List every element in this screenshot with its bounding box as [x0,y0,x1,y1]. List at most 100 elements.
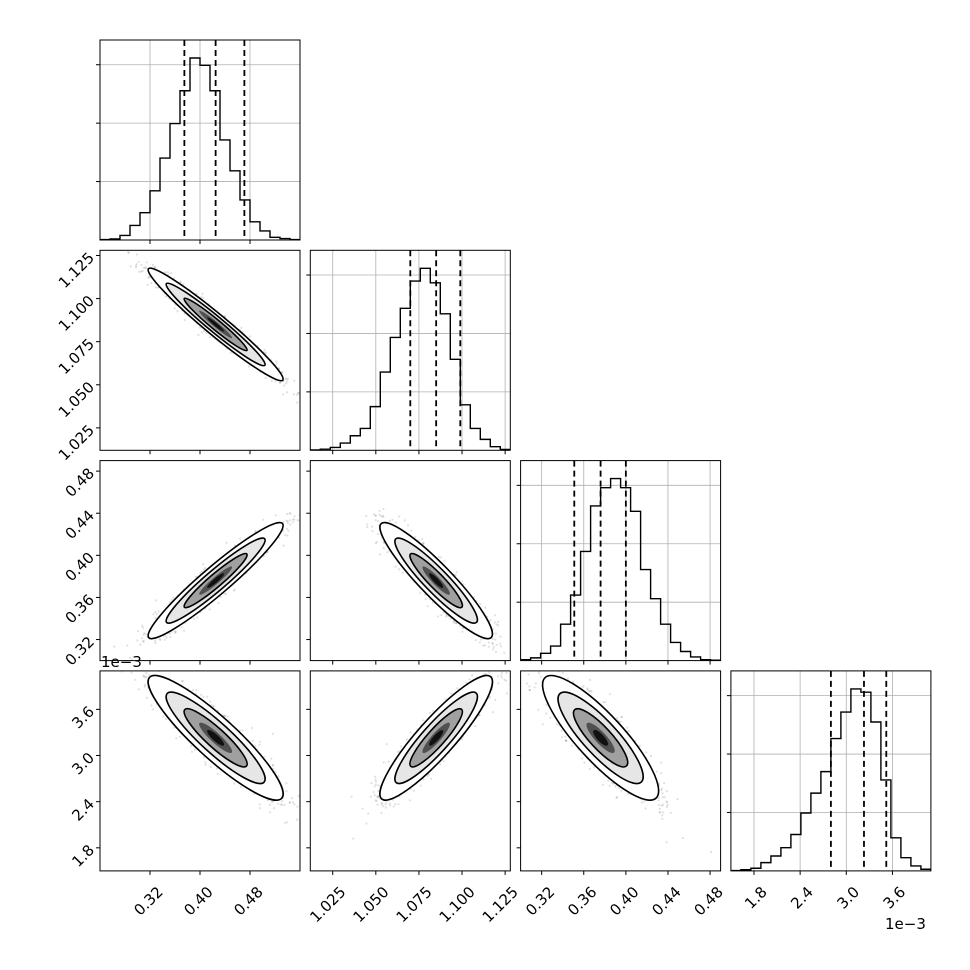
scatter-point [422,542,425,545]
scatter-point [278,381,282,384]
scatter-point [148,275,151,278]
scatter-point [283,803,286,807]
scatter-point [147,276,150,280]
scatter-point [165,636,168,639]
scatter-point [414,535,417,538]
scatter-point [164,271,167,274]
scatter-point [314,507,316,509]
panel-2-2 [516,460,722,665]
ytick-label-1-0: 1.025 [55,421,98,464]
scatter-point [462,627,465,630]
scatter-point [280,803,283,806]
scatter-point [110,232,112,234]
scatter-point [157,610,160,613]
scatter-point [240,326,243,329]
scatter-point [254,530,257,533]
scatter-point [296,805,299,808]
scatter-point [401,571,404,574]
scatter-point [286,380,289,383]
scatter-point [291,521,294,524]
scatter-point [491,637,494,641]
scatter-point [137,630,140,633]
scatter-point [286,377,289,380]
panel-content-0-0 [100,40,300,240]
scatter-point [179,280,182,283]
scatter-point [495,643,498,647]
scatter-point [374,519,377,522]
scatter-point [173,307,176,310]
scatter-point [154,611,157,614]
scatter-point [487,645,491,648]
scatter-point [491,641,494,644]
scatter-point [499,642,502,645]
scatter-point [386,551,389,554]
scatter-point [141,626,144,629]
scatter-point [293,379,296,382]
scatter-point [142,266,145,269]
scatter-point [377,532,380,536]
scatter-point [154,286,158,289]
scatter-point [170,598,173,601]
density-core-1-0 [207,317,225,332]
scatter-point [200,296,203,299]
scatter-point [286,534,289,537]
scatter-point [491,642,494,646]
scatter-point [197,333,200,337]
scatter-point [297,391,300,395]
scatter-point [293,518,296,521]
scatter-point [212,704,215,708]
scatter-point [379,553,382,556]
scatter-point [300,512,302,514]
scatter-point [204,567,207,570]
scatter-point [365,514,368,518]
scatter-point [247,365,250,368]
scatter-point [493,621,496,624]
scatter-point [263,348,266,352]
scatter-point [487,641,490,644]
scatter-point [445,615,448,618]
scatter-point [371,525,374,528]
scatter-point [494,632,497,635]
scatter-point [194,575,197,578]
scatter-point [164,295,167,298]
scatter-point [139,643,142,646]
scatter-point [142,675,146,678]
scatter-point [263,755,266,758]
scatter-point [455,622,458,625]
scatter-point [388,519,392,523]
scatter-point [127,251,130,254]
scatter-point [129,265,132,268]
scatter-point [138,270,141,273]
scatter-point [497,620,500,624]
scatter-point [142,640,145,643]
scatter-point [135,264,138,267]
panel-frame-2-0 [99,460,301,662]
scatter-point [174,630,177,634]
scatter-point [102,231,104,233]
scatter-point [374,514,377,517]
panel-content-1-0 [102,231,300,404]
scatter-point [287,529,290,532]
panel-content-2-2 [520,460,721,661]
scatter-point [482,644,485,647]
scatter-point [286,512,289,516]
scatter-point [142,633,145,636]
scatter-point [206,695,209,698]
scatter-point [454,621,457,625]
scatter-point [296,393,299,396]
scatter-point [238,537,242,540]
scatter-point [145,266,148,269]
scatter-point [145,261,148,264]
scatter-point [296,401,299,404]
scatter-point [141,269,144,273]
scatter-point [144,266,147,269]
ytick-label-2-2: 0.40 [62,549,98,585]
scatter-point [169,635,172,638]
scatter-point [437,555,440,558]
scatter-point [158,637,161,641]
scatter-point [284,377,287,380]
scatter-point [494,650,498,654]
scatter-point [474,639,477,642]
scatter-point [190,750,194,753]
